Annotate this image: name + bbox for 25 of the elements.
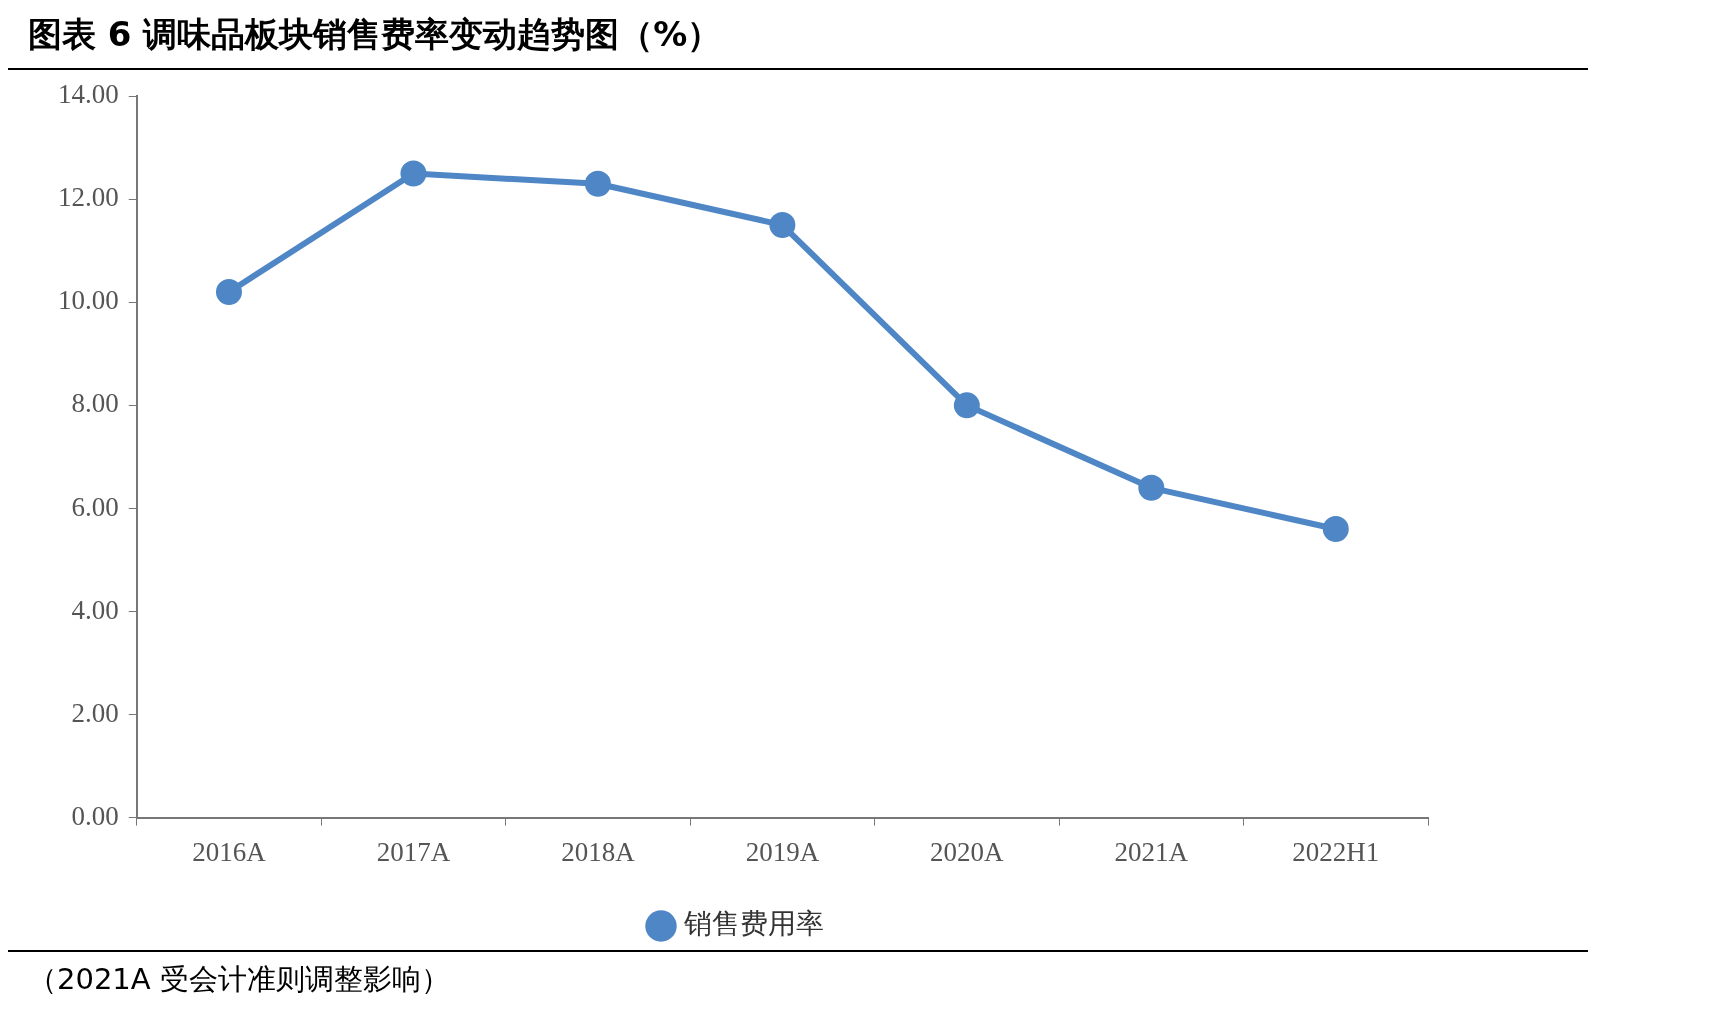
x-tick-label: 2019A bbox=[745, 836, 820, 867]
point bbox=[1322, 516, 1349, 543]
point bbox=[769, 212, 796, 239]
y-tick-label: 0.00 bbox=[71, 800, 119, 831]
point bbox=[953, 392, 980, 419]
point bbox=[1138, 474, 1165, 501]
y-tick-label: 6.00 bbox=[71, 491, 119, 522]
x-tick-label: 2021A bbox=[1114, 836, 1189, 867]
y-tick-label: 4.00 bbox=[71, 594, 119, 625]
x-tick-label: 2022H1 bbox=[1292, 836, 1380, 867]
y-tick-label: 14.00 bbox=[58, 79, 119, 110]
y-tick-label: 12.00 bbox=[58, 182, 119, 213]
point bbox=[584, 170, 611, 197]
x-tick-label: 2018A bbox=[561, 836, 636, 867]
point bbox=[215, 279, 242, 306]
chart-title: 图表 6 调味品板块销售费率变动趋势图（%） bbox=[8, 8, 1588, 70]
point bbox=[400, 160, 427, 187]
x-tick-label: 2020A bbox=[930, 836, 1005, 867]
y-tick-label: 2.00 bbox=[71, 697, 119, 728]
y-tick-label: 10.00 bbox=[58, 285, 119, 316]
x-tick-label: 2017A bbox=[376, 836, 451, 867]
legend-label: 销售费用率 bbox=[683, 907, 824, 941]
text: （2021A 受会计准则调整影响） bbox=[28, 962, 450, 996]
y-tick-label: 8.00 bbox=[71, 388, 119, 419]
x-tick-label: 2016A bbox=[192, 836, 267, 867]
